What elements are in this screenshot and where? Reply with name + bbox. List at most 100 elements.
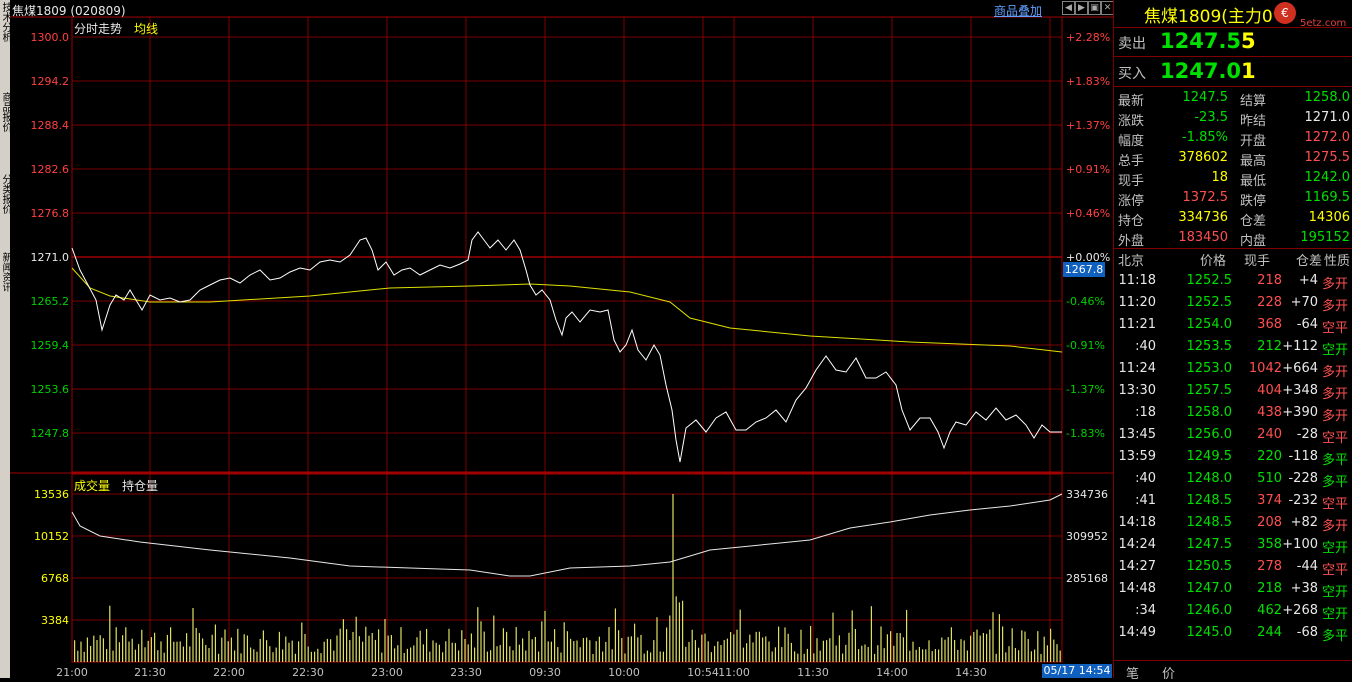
restore-icon[interactable]: ▣ <box>1088 1 1101 15</box>
volume-bar <box>86 637 88 662</box>
tick-price: 1248.0 <box>1186 471 1233 486</box>
volume-bar <box>730 631 732 662</box>
volume-bar <box>995 653 997 662</box>
volume-bar <box>496 646 498 662</box>
volume-bar <box>829 638 831 662</box>
chart-area[interactable]: 1300.0 1294.2 1288.4 1282.6 1276.8 1271.0 1265… <box>10 0 1113 678</box>
volume-bar <box>506 631 508 662</box>
volume-bar <box>378 629 380 662</box>
time-axis-label: 23:00 <box>371 666 403 678</box>
volume-bar <box>458 650 460 662</box>
tick-row: 11:20 1252.5 228 +70 多开 <box>1114 292 1352 314</box>
volume-bar <box>237 628 239 662</box>
volume-bar <box>96 640 98 662</box>
volume-bar <box>749 634 751 662</box>
volume-bar <box>659 651 661 662</box>
tick-time: 14:27 <box>1118 559 1156 574</box>
bid-price: 1247.0 <box>1160 59 1242 83</box>
tick-time: 13:30 <box>1118 383 1156 398</box>
tick-header-nature: 性质 <box>1324 254 1351 269</box>
volume-bar <box>800 629 802 662</box>
volume-bar <box>640 634 642 662</box>
tab-news[interactable]: 新闻资讯 <box>0 252 10 292</box>
ask-label: 卖出 <box>1118 36 1146 52</box>
volume-bar <box>80 641 82 662</box>
volume-bar <box>528 630 530 662</box>
volume-bar <box>710 652 712 662</box>
quote-row: 外盘 183450 内盘 195152 <box>1114 228 1352 249</box>
volume-bar <box>371 632 373 662</box>
tick-nature: 空开 <box>1322 607 1349 622</box>
quote-value: 1169.5 <box>1304 190 1351 205</box>
volume-bar <box>653 640 655 662</box>
tick-oi-change: +112 <box>1282 339 1318 354</box>
volume-bar <box>1011 628 1013 662</box>
volume-bar <box>768 641 770 662</box>
volume-bar <box>704 633 706 662</box>
volume-bar <box>726 638 728 662</box>
volume-bar <box>554 629 556 662</box>
volume-bar <box>717 641 719 662</box>
volume-bar <box>541 621 543 662</box>
volume-bar <box>877 645 879 662</box>
divider <box>1114 86 1352 87</box>
volume-bar <box>666 627 668 662</box>
tick-nature: 空平 <box>1322 431 1349 446</box>
tab-price[interactable]: 价 <box>1162 667 1176 682</box>
time-axis-label: 22:00 <box>213 666 245 678</box>
volume-bar <box>1021 630 1023 662</box>
price-tick-label: 1294.2 <box>31 75 70 88</box>
tab-technical-analysis[interactable]: 技术分析 <box>0 2 10 42</box>
tick-oi-change: +664 <box>1282 361 1318 376</box>
time-axis-label: 22:30 <box>292 666 324 678</box>
volume-bar <box>582 638 584 662</box>
tick-time: :18 <box>1135 405 1156 420</box>
volume-bar <box>570 638 572 662</box>
volume-bar <box>688 641 690 662</box>
volume-bar <box>931 651 933 662</box>
tab-commodity-quotes[interactable]: 商品报价 <box>0 92 10 132</box>
overlay-commodity-link[interactable]: 商品叠加 <box>994 4 1043 18</box>
volume-bar <box>774 647 776 662</box>
next-page-icon[interactable]: ▶ <box>1075 1 1088 15</box>
quote-label: 外盘 <box>1118 234 1145 249</box>
tick-volume: 1042 <box>1248 361 1282 376</box>
price-tick-label: 1288.4 <box>31 119 70 132</box>
price-tick-label: 1247.8 <box>31 427 70 440</box>
tab-ticks[interactable]: 笔 <box>1126 667 1140 682</box>
open-interest-tick-label: 334736 <box>1066 488 1108 501</box>
tick-nature: 空平 <box>1322 497 1349 512</box>
volume-bar <box>739 609 741 662</box>
volume-bar <box>243 634 245 662</box>
divider <box>1114 248 1352 249</box>
price-tick-label: 1253.6 <box>31 383 70 396</box>
tick-time: 11:20 <box>1118 295 1156 310</box>
volume-tick-label: 6768 <box>41 572 69 585</box>
percent-tick-label: -0.46% <box>1066 295 1105 308</box>
volume-bar <box>195 628 197 662</box>
tick-time: :40 <box>1135 339 1156 354</box>
volume-bar <box>406 648 408 662</box>
tick-oi-change: -44 <box>1296 559 1318 574</box>
tab-category-quotes[interactable]: 分类报价 <box>0 174 10 214</box>
volume-bar <box>435 642 437 662</box>
window-controls: ◀ ▶ ▣ ✕ <box>1062 1 1114 15</box>
volume-bar <box>483 631 485 662</box>
volume-bar <box>886 634 888 662</box>
quote-row: 总手 378602 最高 1275.5 <box>1114 148 1352 169</box>
tick-volume: 218 <box>1257 581 1282 596</box>
volume-bar <box>893 645 895 662</box>
volume-bar <box>806 648 808 662</box>
cursor-price-tag: 1267.8 <box>1063 262 1105 277</box>
tick-price: 1249.5 <box>1186 449 1233 464</box>
price-tick-label: 1276.8 <box>31 207 70 220</box>
volume-bar <box>675 596 677 662</box>
volume-bar <box>650 652 652 662</box>
volume-bar <box>486 651 488 662</box>
volume-bar <box>621 638 623 662</box>
volume-bar <box>240 653 242 662</box>
volume-bar <box>1050 628 1052 662</box>
volume-bar <box>595 641 597 662</box>
volume-bar <box>477 607 479 662</box>
prev-page-icon[interactable]: ◀ <box>1062 1 1075 15</box>
